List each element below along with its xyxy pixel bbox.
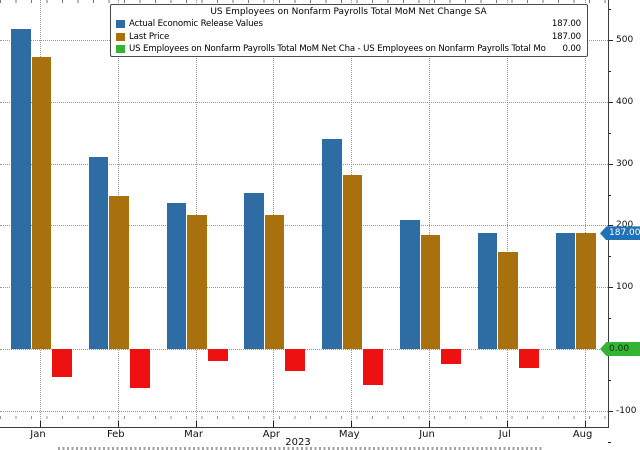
x-axis-major-tick — [117, 421, 119, 427]
y-axis-major-tick — [608, 163, 613, 165]
bottom-axis-line — [0, 427, 609, 428]
x-axis-year-label: 2023 — [285, 437, 311, 448]
bottom-axis-minor-ticks — [0, 416, 608, 419]
y-axis-minor-tick — [608, 194, 611, 196]
bar-actual-jan — [11, 29, 31, 349]
bar-revision-spread-jan — [52, 349, 72, 377]
x-axis-major-tick — [351, 421, 353, 427]
legend-value-spread: 0.00 — [562, 44, 581, 54]
bar-actual-jun — [400, 219, 420, 349]
bar-actual-aug — [555, 233, 576, 349]
horizontal-gridline — [0, 225, 608, 227]
bar-revision-spread-jul — [518, 349, 539, 368]
bar-actual-mar — [166, 203, 187, 349]
bar-last-price-apr — [264, 214, 285, 349]
spread-series-swatch-icon — [116, 45, 125, 54]
bar-revision-spread-apr — [285, 349, 306, 372]
legend-label-spread: US Employees on Nonfarm Payrolls Total M… — [129, 44, 546, 54]
actual-series-swatch-icon — [116, 20, 125, 29]
y-axis-minor-tick — [608, 379, 611, 381]
x-axis-major-tick — [273, 421, 275, 427]
y-axis-major-tick — [608, 40, 613, 41]
last-value-badge-actual: 187.00 — [600, 226, 640, 241]
clipped-footer-text — [58, 447, 542, 450]
y-axis-tick-label: 500 — [616, 35, 634, 45]
y-axis-tick-label: 400 — [616, 96, 634, 107]
x-axis-label-jan: Jan — [30, 429, 46, 440]
x-axis-major-tick — [40, 421, 41, 427]
legend-value-actual: 187.00 — [551, 19, 581, 29]
legend-row-actual: Actual Economic Release Values 187.00 — [116, 18, 581, 31]
last-value-badge-spread: 0.00 — [600, 342, 640, 356]
x-axis-label-apr: Apr — [262, 429, 281, 440]
last-price-series-swatch-icon — [116, 32, 125, 41]
x-axis-label-feb: Feb — [106, 429, 125, 440]
horizontal-gridline — [0, 287, 608, 289]
x-axis-label-mar: Mar — [184, 429, 204, 440]
x-axis-major-tick — [195, 421, 197, 427]
bar-actual-feb — [88, 156, 109, 349]
horizontal-gridline — [0, 163, 608, 165]
bar-last-price-feb — [109, 195, 129, 349]
vertical-gridline — [584, 0, 586, 427]
chart-title: US Employees on Nonfarm Payrolls Total M… — [210, 7, 487, 17]
vertical-gridline — [195, 0, 197, 427]
y-axis-minor-tick — [608, 9, 611, 11]
y-axis-major-tick — [608, 287, 613, 289]
legend-label-actual: Actual Economic Release Values — [129, 19, 263, 29]
bar-last-price-mar — [187, 214, 207, 349]
bar-revision-spread-jun — [441, 349, 461, 364]
bar-revision-spread-may — [363, 349, 384, 385]
y-axis-major-tick — [608, 225, 613, 227]
x-axis-label-jul: Jul — [498, 429, 511, 440]
y-axis-tick-label: -100 — [616, 405, 637, 416]
bar-revision-spread-feb — [129, 349, 150, 388]
bar-actual-apr — [244, 192, 264, 349]
y-axis-major-tick — [608, 410, 613, 412]
bar-revision-spread-mar — [207, 349, 228, 361]
bar-last-price-may — [342, 175, 363, 349]
x-axis-label-may: May — [338, 429, 360, 440]
x-axis-label-jun: Jun — [419, 429, 435, 440]
legend-value-last-price: 187.00 — [551, 31, 581, 42]
legend-label-last-price: Last Price — [129, 31, 170, 42]
vertical-gridline — [429, 0, 430, 427]
legend-row-last-price: Last Price 187.00 — [116, 31, 581, 44]
y-axis-tick-label: 200 — [616, 220, 634, 231]
legend-row-spread: US Employees on Nonfarm Payrolls Total M… — [116, 43, 581, 56]
vertical-gridline — [273, 0, 275, 427]
y-axis-minor-tick — [608, 441, 611, 443]
bar-actual-jul — [477, 233, 498, 349]
y-axis-tick-label: 300 — [616, 158, 634, 169]
bar-last-price-jan — [31, 57, 51, 349]
bar-last-price-aug — [576, 233, 596, 349]
y-axis-minor-tick — [608, 132, 611, 134]
bar-actual-may — [322, 139, 342, 349]
y-axis-major-tick — [608, 101, 613, 103]
x-axis-major-tick — [506, 421, 508, 427]
horizontal-gridline — [0, 410, 608, 412]
x-axis-label-aug: Aug — [572, 429, 593, 440]
x-axis-major-tick — [584, 421, 586, 427]
y-axis-minor-tick — [608, 70, 611, 72]
top-axis-minor-ticks — [0, 0, 608, 3]
y-axis-tick-label: 100 — [616, 282, 634, 293]
horizontal-gridline — [0, 101, 608, 103]
legend-box: US Employees on Nonfarm Payrolls Total M… — [110, 4, 588, 57]
y-axis-minor-tick — [608, 318, 611, 320]
bar-last-price-jun — [420, 234, 440, 349]
bar-last-price-jul — [498, 251, 518, 349]
right-axis-line — [608, 0, 609, 427]
x-axis-major-tick — [429, 421, 430, 427]
vertical-gridline — [506, 0, 508, 427]
y-axis-minor-tick — [608, 256, 611, 258]
